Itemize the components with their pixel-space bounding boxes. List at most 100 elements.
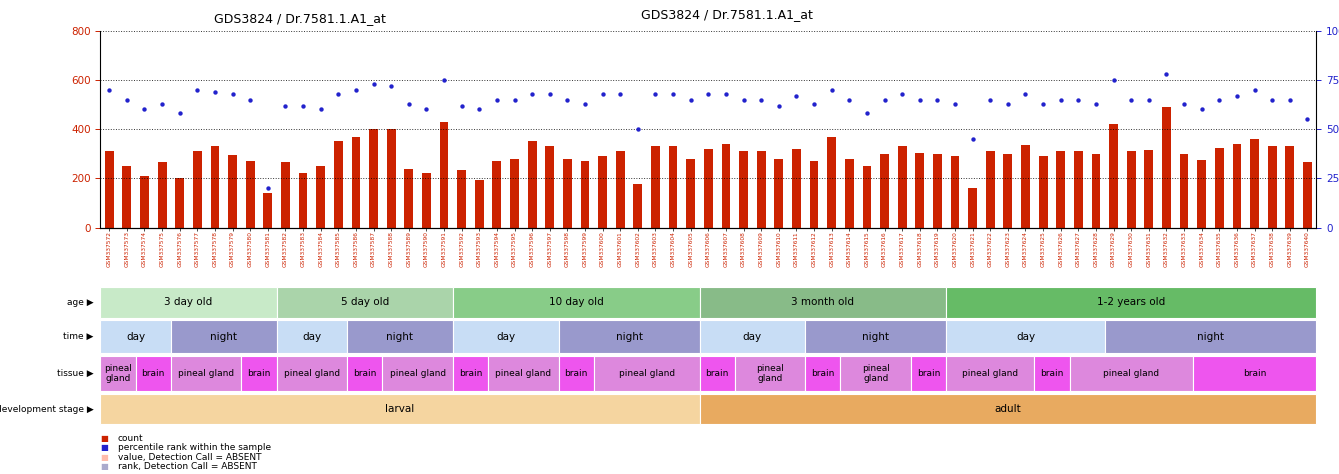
Bar: [1268, 146, 1276, 228]
Bar: [668, 146, 678, 228]
Bar: [562, 159, 572, 228]
Bar: [1214, 147, 1224, 228]
Point: [592, 90, 613, 98]
Text: brain: brain: [565, 369, 588, 378]
Bar: [193, 151, 202, 228]
Point: [398, 100, 419, 108]
Bar: [704, 149, 712, 228]
Point: [116, 96, 138, 103]
Point: [1279, 96, 1300, 103]
Point: [205, 88, 226, 96]
Text: brain: brain: [706, 369, 728, 378]
Text: GDS3824 / Dr.7581.1.A1_at: GDS3824 / Dr.7581.1.A1_at: [214, 12, 386, 26]
Bar: [1127, 151, 1135, 228]
Bar: [616, 151, 624, 228]
Point: [1103, 76, 1125, 84]
Bar: [581, 161, 589, 228]
Text: pineal
gland: pineal gland: [104, 364, 133, 383]
Bar: [1109, 124, 1118, 228]
Bar: [493, 161, 501, 228]
Bar: [968, 188, 977, 228]
Bar: [158, 163, 166, 228]
Bar: [545, 146, 554, 228]
Text: day: day: [1016, 331, 1035, 342]
Point: [309, 106, 331, 113]
Point: [574, 100, 596, 108]
Text: pineal
gland: pineal gland: [757, 364, 783, 383]
Text: ■: ■: [100, 444, 108, 452]
Bar: [880, 154, 889, 228]
Point: [874, 96, 896, 103]
Bar: [757, 151, 766, 228]
Bar: [1145, 150, 1153, 228]
Point: [680, 96, 702, 103]
Point: [732, 96, 754, 103]
Point: [1015, 90, 1036, 98]
Text: brain: brain: [353, 369, 376, 378]
Bar: [122, 166, 131, 228]
Text: 3 day old: 3 day old: [165, 297, 213, 307]
Bar: [687, 159, 695, 228]
Text: 10 day old: 10 day old: [549, 297, 604, 307]
Point: [944, 100, 965, 108]
Text: time ▶: time ▶: [63, 332, 94, 341]
Point: [1244, 86, 1265, 94]
Point: [1261, 96, 1283, 103]
Point: [557, 96, 578, 103]
Point: [134, 106, 155, 113]
Bar: [739, 151, 749, 228]
Bar: [651, 146, 660, 228]
Bar: [1180, 154, 1189, 228]
Text: percentile rank within the sample: percentile rank within the sample: [118, 444, 270, 452]
Text: pineal gland: pineal gland: [963, 369, 1019, 378]
Bar: [246, 161, 254, 228]
Text: value, Detection Call = ABSENT: value, Detection Call = ABSENT: [118, 453, 261, 462]
Bar: [1039, 156, 1047, 228]
Bar: [933, 154, 941, 228]
Text: brain: brain: [1243, 369, 1267, 378]
Point: [222, 90, 244, 98]
Text: adult: adult: [995, 404, 1022, 414]
Point: [769, 102, 790, 109]
Text: pineal
gland: pineal gland: [862, 364, 889, 383]
Text: night: night: [387, 331, 414, 342]
Point: [803, 100, 825, 108]
Point: [821, 86, 842, 94]
Point: [1067, 96, 1089, 103]
Point: [503, 96, 525, 103]
Point: [469, 106, 490, 113]
Text: pineal gland: pineal gland: [1103, 369, 1160, 378]
Point: [663, 90, 684, 98]
Point: [1156, 70, 1177, 78]
Text: pineal gland: pineal gland: [495, 369, 552, 378]
Text: pineal gland: pineal gland: [178, 369, 234, 378]
Bar: [1074, 151, 1083, 228]
Point: [257, 184, 279, 192]
Point: [151, 100, 173, 108]
Bar: [228, 155, 237, 228]
Point: [486, 96, 507, 103]
Text: day: day: [303, 331, 321, 342]
Point: [927, 96, 948, 103]
Text: age ▶: age ▶: [67, 298, 94, 307]
Point: [715, 90, 736, 98]
Point: [240, 96, 261, 103]
Point: [540, 90, 561, 98]
Text: brain: brain: [142, 369, 165, 378]
Bar: [475, 180, 483, 228]
Text: day: day: [126, 331, 145, 342]
Bar: [370, 129, 378, 228]
Bar: [1197, 160, 1206, 228]
Bar: [510, 159, 520, 228]
Bar: [299, 173, 308, 228]
Bar: [916, 153, 924, 228]
Text: pineal gland: pineal gland: [390, 369, 446, 378]
Point: [980, 96, 1002, 103]
Point: [1173, 100, 1194, 108]
Bar: [1022, 145, 1030, 228]
Text: brain: brain: [459, 369, 482, 378]
Bar: [439, 122, 449, 228]
Bar: [774, 159, 783, 228]
Text: pineal gland: pineal gland: [619, 369, 675, 378]
Bar: [141, 176, 149, 228]
